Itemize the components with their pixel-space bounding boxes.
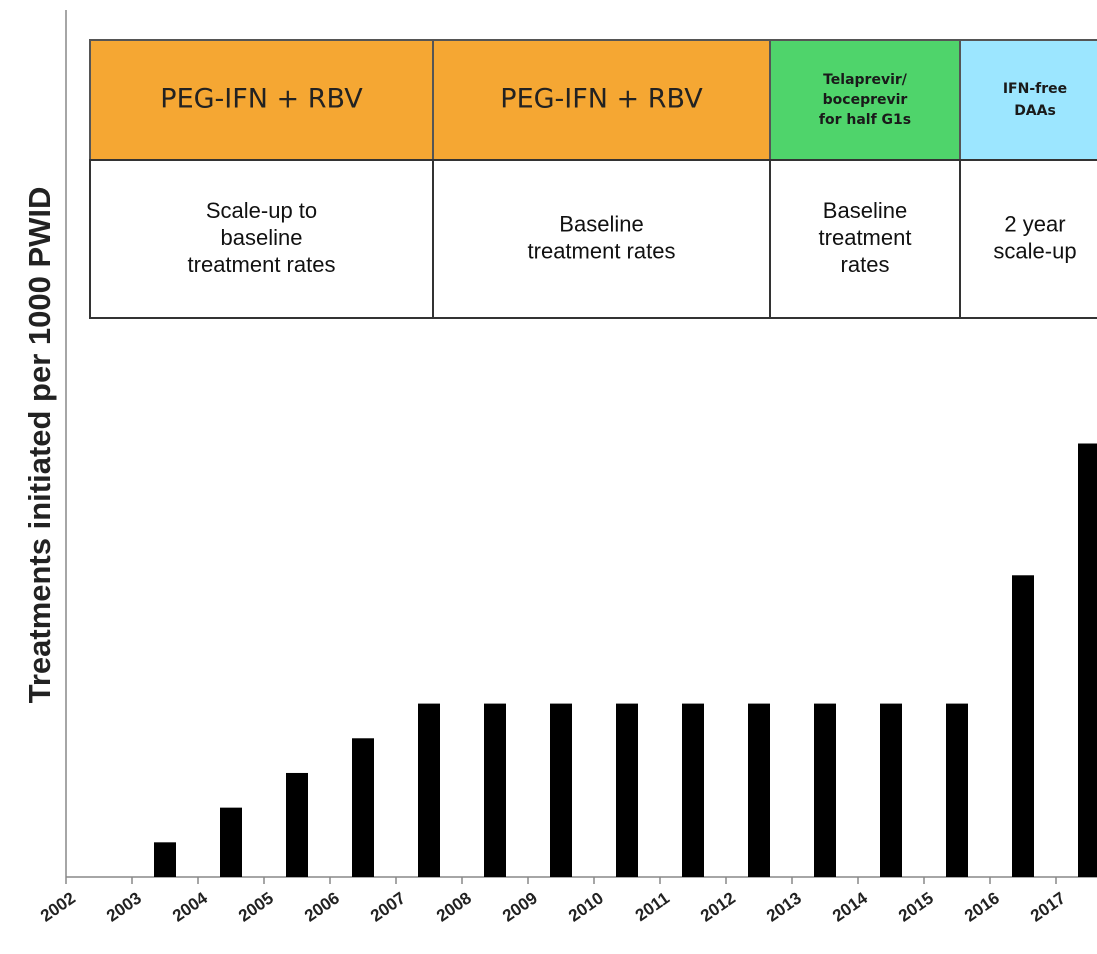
x-tick-label: 2016 (961, 888, 1003, 925)
phase-cell (769, 159, 961, 319)
phase-header (959, 39, 1097, 161)
bar (484, 703, 506, 877)
x-tick-label: 2014 (829, 888, 871, 926)
phase-header (89, 39, 434, 161)
phase-cell (959, 159, 1097, 319)
bar (1078, 443, 1097, 877)
bar (220, 807, 242, 877)
phase-description: Baseline (823, 198, 907, 223)
bar (418, 703, 440, 877)
bar (880, 703, 902, 877)
bar (352, 738, 374, 877)
phase-cell (89, 159, 434, 319)
phase-description: Baseline (559, 211, 643, 236)
bar (748, 703, 770, 877)
bar (286, 772, 308, 877)
phase-description: treatment rates (528, 238, 676, 263)
x-tick-label: 2003 (103, 888, 145, 925)
x-tick-label: 2017 (1027, 888, 1069, 925)
y-axis-label: Treatments initiated per 1000 PWID (22, 187, 57, 704)
phase-cell (432, 159, 771, 319)
phase-description: treatment rates (188, 252, 336, 277)
x-tick-label: 2010 (565, 888, 607, 925)
phase-description: rates (841, 252, 890, 277)
phase-drug: PEG-IFN + RBV (500, 84, 703, 115)
x-tick-label: 2007 (367, 888, 409, 925)
x-tick-label: 2013 (763, 888, 805, 925)
phase-drug: Telaprevir/ (823, 72, 908, 88)
bar (1012, 575, 1034, 877)
x-tick-label: 2012 (697, 888, 739, 925)
phase-drug: DAAs (1014, 103, 1056, 119)
phase-description: Scale-up to (206, 198, 317, 223)
phase-description: baseline (221, 225, 303, 250)
bar (814, 703, 836, 877)
phase-drug: for half G1s (819, 112, 911, 128)
x-tick-label: 2009 (499, 888, 541, 925)
bar (682, 703, 704, 877)
x-tick-label: 2015 (895, 888, 937, 925)
phase-description: treatment (819, 225, 912, 250)
phase-description: 2 year (1004, 211, 1065, 236)
x-tick-label: 2005 (235, 888, 277, 925)
phase-header (432, 39, 771, 161)
phase-drug: PEG-IFN + RBV (160, 84, 363, 115)
x-tick-label: 2004 (169, 888, 211, 926)
phase-drug: boceprevir (823, 92, 908, 108)
phase-drug: IFN-free (1003, 81, 1067, 97)
x-tick-label: 2011 (632, 888, 673, 925)
phase-description: scale-up (993, 238, 1076, 263)
x-tick-label: 2002 (37, 888, 79, 925)
bar (550, 703, 572, 877)
bar (154, 842, 176, 877)
x-tick-label: 2008 (433, 888, 475, 925)
bar (946, 703, 968, 877)
x-tick-label: 2006 (301, 888, 343, 925)
bar (616, 703, 638, 877)
phase-header (769, 39, 961, 161)
